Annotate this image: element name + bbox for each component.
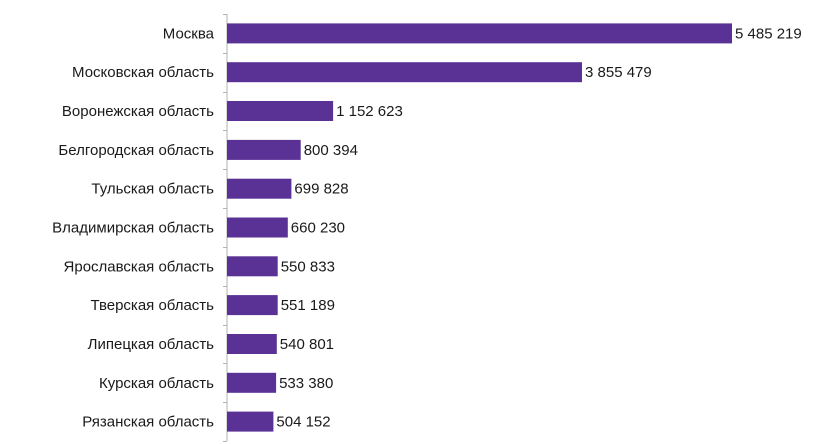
category-label: Тульская область [91,181,214,198]
category-label: Белгородская область [58,142,214,159]
bar [227,372,277,393]
data-label: 533 380 [279,375,333,392]
data-label: 699 828 [294,181,348,198]
category-label: Липецкая область [88,336,215,353]
data-label: 5 485 219 [735,25,802,42]
data-label: 660 230 [291,220,345,237]
bar [227,101,334,121]
data-label: 550 833 [281,258,335,275]
data-label: 1 152 623 [336,103,403,120]
data-label: 540 801 [280,336,334,353]
bar [227,334,277,354]
bar [227,23,732,44]
category-label: Москва [163,25,215,42]
category-label: Владимирская область [52,220,214,237]
bar [227,411,274,432]
bar [227,217,288,238]
category-labels: Москва Московская область Воронежская обла… [52,25,214,430]
data-label: 3 855 479 [585,64,652,81]
category-label: Воронежская область [62,103,214,120]
category-label: Рязанская область [82,414,214,431]
bar [227,178,292,199]
category-label: Ярославская область [64,258,215,275]
bar [227,139,301,160]
axis-group [223,14,228,442]
bar [227,256,278,277]
data-label: 800 394 [304,142,358,159]
category-label: Курская область [99,375,214,392]
category-label: Тверская область [90,297,214,314]
bar [227,295,278,316]
data-label: 504 152 [276,414,330,431]
value-labels: 5 485 219 3 855 479 1 152 623 800 394 699 82… [276,25,801,430]
bar [227,62,582,83]
category-label: Московская область [72,64,214,81]
data-label: 551 189 [281,297,335,314]
bars-group [227,23,732,432]
